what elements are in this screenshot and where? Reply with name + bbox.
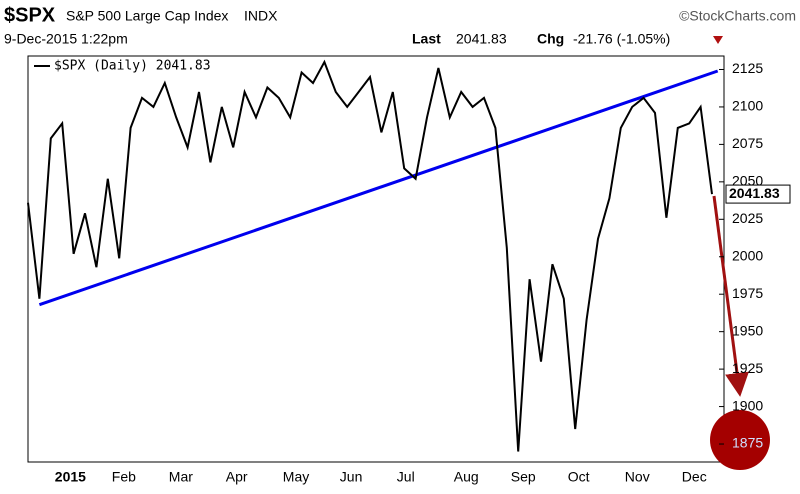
- x-tick-label: Jul: [397, 469, 415, 485]
- x-tick-label: Mar: [169, 469, 193, 485]
- y-tick-label: 2000: [732, 247, 763, 263]
- trend-line: [38, 69, 719, 307]
- y-tick-label: 2075: [732, 135, 763, 151]
- x-tick-label: Apr: [226, 469, 248, 485]
- y-tick-label: 1925: [732, 360, 763, 376]
- down-indicator: [713, 36, 723, 44]
- x-tick-label: 2015: [55, 469, 86, 485]
- last-value: 2041.83: [456, 31, 507, 47]
- last-label: Last: [412, 31, 441, 47]
- change-value: -21.76 (-1.05%): [573, 31, 670, 47]
- y-tick-label: 1900: [732, 397, 763, 413]
- plot-frame: [27, 55, 725, 463]
- x-tick-label: Feb: [112, 469, 136, 485]
- y-tick-label: 1975: [732, 285, 763, 301]
- last-value-label: 2041.83: [729, 185, 780, 201]
- y-tick-label: 2025: [732, 210, 763, 226]
- target-circle: [710, 410, 770, 470]
- target-arrow: [712, 195, 749, 397]
- timestamp: 9-Dec-2015 1:22pm: [4, 31, 128, 47]
- y-tick-label: 2125: [732, 60, 763, 76]
- change-label: Chg: [537, 31, 564, 47]
- x-tick-label: May: [283, 469, 309, 485]
- exchange: INDX: [244, 8, 278, 24]
- y-tick-label: 1950: [732, 322, 763, 338]
- last-value-box: [725, 184, 791, 204]
- x-tick-label: Jun: [340, 469, 363, 485]
- symbol: $SPX: [4, 4, 56, 26]
- y-tick-label: 2100: [732, 98, 763, 114]
- x-tick-label: Oct: [568, 469, 590, 485]
- price-line: [27, 59, 713, 452]
- source: ©StockCharts.com: [679, 8, 796, 24]
- x-tick-label: Aug: [454, 469, 479, 485]
- legend-label: $SPX (Daily) 2041.83: [54, 59, 211, 74]
- x-tick-label: Dec: [682, 469, 707, 485]
- y-tick-label: 2050: [732, 173, 763, 189]
- y-tick-label: 1875: [732, 435, 763, 451]
- chart-title: S&P 500 Large Cap Index: [66, 8, 228, 24]
- x-tick-label: Sep: [511, 469, 536, 485]
- x-tick-label: Nov: [625, 469, 650, 485]
